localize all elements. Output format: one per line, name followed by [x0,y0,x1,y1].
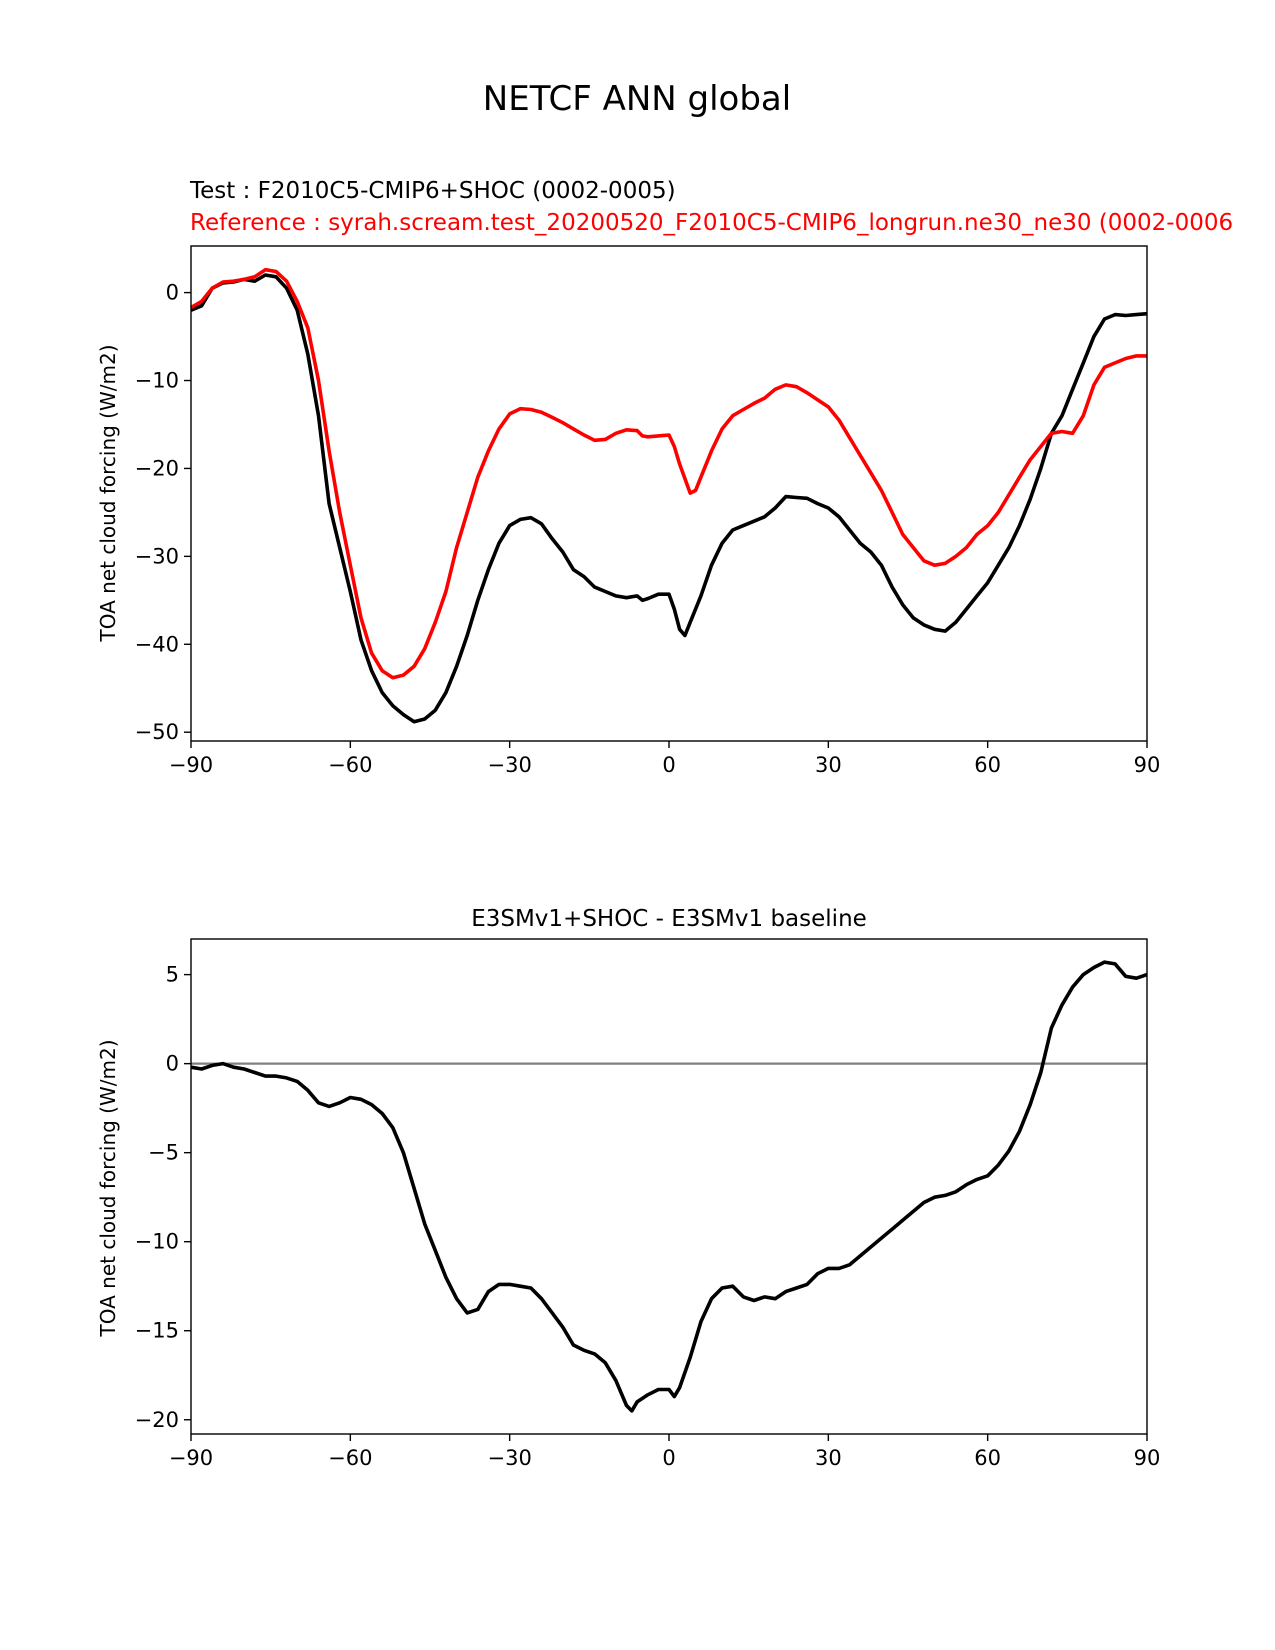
top-xtick-label: −60 [328,753,372,777]
top-series-reference-line [190,267,1147,680]
top-xtick-label: −90 [169,753,213,777]
top-xtick-label: 60 [974,753,1001,777]
bottom-ytick-label: −5 [148,1141,179,1165]
bottom-xtick-label: −90 [169,1446,213,1470]
bottom-xtick-label: −30 [488,1446,532,1470]
top-xtick-label: 90 [1134,753,1161,777]
bottom-ytick-label: 0 [166,1052,179,1076]
bottom-xtick-label: 0 [662,1446,675,1470]
bottom-axes-frame [190,938,1148,1435]
top-ylabel: TOA net cloud forcing (W/m2) [96,344,120,642]
top-xtick-label: −30 [488,753,532,777]
bottom-ytick-label: −15 [135,1319,179,1343]
top-ytick-label: −20 [135,456,179,480]
top-axes-frame [190,245,1148,742]
bottom-xtick-label: −60 [328,1446,372,1470]
bottom-plot-area: −90 −60 −30 0 30 60 90 5 0 −5 −10 −15 −20 [135,938,1161,1470]
bottom-ytick-label: −10 [135,1230,179,1254]
bottom-ytick-label: 5 [166,963,179,987]
top-ytick-label: −10 [135,369,179,393]
bottom-ylabel: TOA net cloud forcing (W/m2) [96,1039,120,1337]
top-panel: Test : F2010C5-CMIP6+SHOC (0002-0005) Re… [96,178,1233,777]
top-ytick-label: −40 [135,632,179,656]
bottom-xtick-label: 30 [815,1446,842,1470]
top-ytick-label: 0 [166,281,179,305]
bottom-series-difference-line [190,960,1148,1413]
top-ytick-label: −30 [135,544,179,568]
reference-label: Reference : syrah.scream.test_20200520_F… [190,210,1233,236]
figure-title: NETCF ANN global [483,79,791,119]
top-ytick-label: −50 [135,720,179,744]
bottom-title: E3SMv1+SHOC - E3SMv1 baseline [471,906,867,932]
bottom-xtick-label: 60 [974,1446,1001,1470]
top-series-test-line [190,273,1148,724]
bottom-panel: E3SMv1+SHOC - E3SMv1 baseline TOA net cl… [96,906,1160,1470]
top-plot-area: −90 −60 −30 0 30 60 90 0 −10 −20 −30 −40 −50 [135,245,1161,777]
bottom-ytick-label: −20 [135,1408,179,1432]
bottom-xtick-label: 90 [1134,1446,1161,1470]
top-xtick-label: 30 [815,753,842,777]
test-label: Test : F2010C5-CMIP6+SHOC (0002-0005) [189,178,676,204]
top-xtick-label: 0 [662,753,675,777]
